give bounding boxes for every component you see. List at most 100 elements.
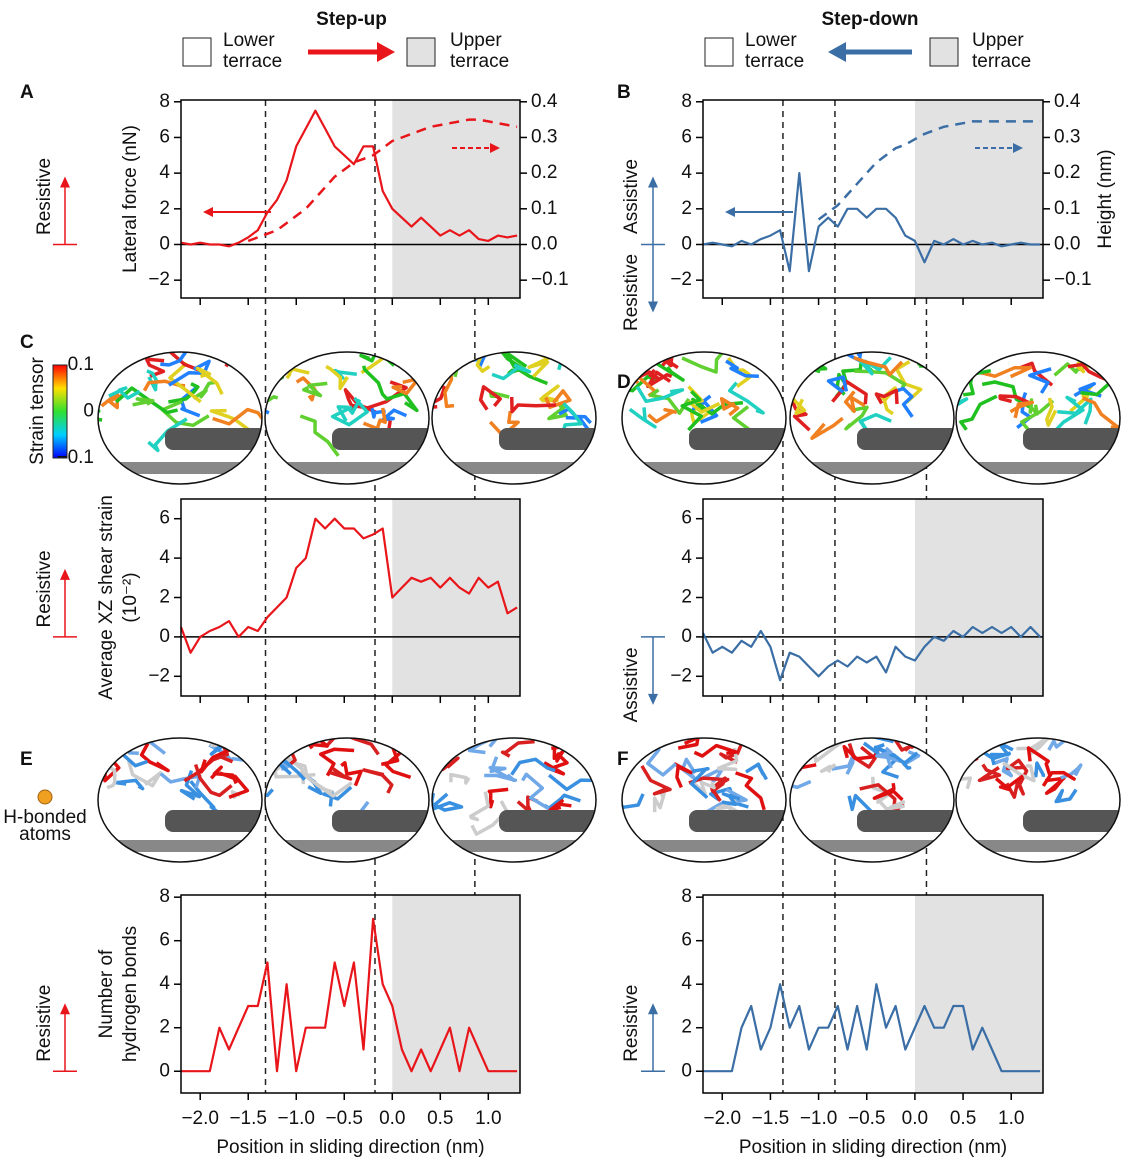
data-line bbox=[703, 983, 1041, 1073]
substrate bbox=[98, 462, 262, 474]
molecule bbox=[362, 407, 387, 431]
y-tick-label: 0 bbox=[159, 234, 170, 255]
molecule bbox=[649, 388, 691, 415]
molecule bbox=[790, 738, 808, 761]
molecule bbox=[265, 390, 279, 409]
molecule bbox=[853, 355, 904, 377]
tip bbox=[165, 428, 262, 450]
molecule bbox=[98, 738, 101, 758]
molecule bbox=[745, 762, 769, 781]
molecule bbox=[725, 359, 759, 379]
y-tick-label: −2 bbox=[670, 269, 692, 290]
molecule bbox=[719, 743, 744, 764]
molecule bbox=[978, 365, 1033, 379]
y2-tick-label: 0.0 bbox=[531, 234, 557, 255]
y-tick-label: 6 bbox=[159, 508, 170, 529]
molecule bbox=[362, 768, 394, 794]
y2-tick-label: 0.1 bbox=[531, 198, 557, 219]
molecule bbox=[831, 379, 868, 405]
molecule bbox=[324, 738, 380, 756]
x-axis-label: Position in sliding direction (nm) bbox=[216, 1137, 484, 1158]
molecule bbox=[689, 767, 710, 800]
plot-frame bbox=[180, 894, 521, 1094]
molecule bbox=[673, 762, 693, 789]
substrate bbox=[265, 840, 429, 852]
upper-terrace-shade bbox=[914, 100, 1043, 298]
molecule bbox=[126, 759, 162, 788]
molecule bbox=[307, 738, 329, 750]
substrate bbox=[790, 840, 954, 852]
x-tick-label: −1.5 bbox=[752, 1108, 790, 1129]
molecule bbox=[874, 796, 906, 811]
snapshot-outline bbox=[789, 737, 955, 863]
side-label: Assistive bbox=[621, 159, 642, 234]
molecule bbox=[1053, 362, 1086, 377]
y-tick-label: 6 bbox=[681, 508, 692, 529]
molecule bbox=[193, 763, 233, 798]
substrate bbox=[622, 462, 786, 474]
snapshot-bg bbox=[432, 352, 596, 484]
upper-terrace-shade bbox=[914, 499, 1043, 696]
data-line bbox=[181, 917, 518, 1073]
tip bbox=[332, 810, 429, 832]
molecule bbox=[875, 746, 893, 759]
molecule bbox=[491, 363, 532, 381]
molecule bbox=[1026, 746, 1052, 778]
y-axis-label: hydrogen bonds bbox=[120, 926, 141, 1062]
molecule bbox=[854, 369, 907, 389]
molecule bbox=[160, 399, 210, 428]
molecule bbox=[895, 386, 914, 418]
y2-tick-label: 0.1 bbox=[1054, 198, 1080, 219]
plot-frame bbox=[702, 99, 1044, 299]
snapshot-outline bbox=[431, 351, 597, 485]
molecule bbox=[956, 776, 973, 793]
y-tick-label: 4 bbox=[159, 973, 170, 994]
molecule bbox=[510, 757, 556, 776]
colorbar-tick-label: −0.1 bbox=[56, 447, 94, 468]
molecule bbox=[340, 761, 363, 787]
molecule bbox=[384, 391, 419, 413]
y2-tick-label: 0.2 bbox=[531, 162, 557, 183]
x-tick-label: −1.0 bbox=[277, 1108, 315, 1129]
legend-box bbox=[929, 37, 959, 67]
molecule bbox=[796, 738, 822, 744]
molecule bbox=[330, 396, 369, 427]
legend-text: terrace bbox=[223, 51, 282, 72]
molecule bbox=[548, 771, 596, 792]
y-tick-label: 8 bbox=[681, 91, 692, 112]
side-arrowhead bbox=[648, 1003, 658, 1015]
molecule bbox=[819, 763, 837, 774]
panel-letter: E bbox=[20, 749, 33, 770]
substrate bbox=[265, 462, 429, 474]
tip bbox=[857, 428, 954, 450]
height-line bbox=[247, 118, 518, 243]
chart-layer: LowerterraceStep-upUpperterraceLowerterr… bbox=[3, 9, 1116, 1158]
molecule bbox=[652, 792, 666, 813]
molecule bbox=[843, 390, 866, 414]
step-arrowhead bbox=[377, 42, 395, 62]
side-arrowhead bbox=[60, 568, 70, 580]
molecule bbox=[144, 357, 166, 378]
molecule bbox=[790, 395, 811, 432]
panel-letter: D bbox=[617, 372, 631, 393]
tip bbox=[499, 810, 596, 832]
molecule bbox=[872, 782, 904, 802]
x-axis-label: Position in sliding direction (nm) bbox=[739, 1137, 1007, 1158]
molecule bbox=[329, 766, 353, 781]
tip bbox=[499, 428, 596, 450]
molecule bbox=[212, 407, 262, 426]
y-tick-label: 0 bbox=[159, 1060, 170, 1081]
snapshot-outline bbox=[431, 737, 597, 863]
tip bbox=[689, 428, 786, 450]
legend-text: terrace bbox=[972, 51, 1031, 72]
legend-text: atoms bbox=[19, 824, 71, 845]
snapshot-outline bbox=[955, 737, 1121, 863]
legend-text: Lower bbox=[223, 30, 275, 51]
snapshot-outline bbox=[789, 351, 955, 485]
side-arrowhead bbox=[648, 301, 658, 313]
molecule bbox=[488, 410, 520, 438]
molecule bbox=[265, 738, 286, 755]
y2-tick-label: 0.2 bbox=[1054, 162, 1080, 183]
